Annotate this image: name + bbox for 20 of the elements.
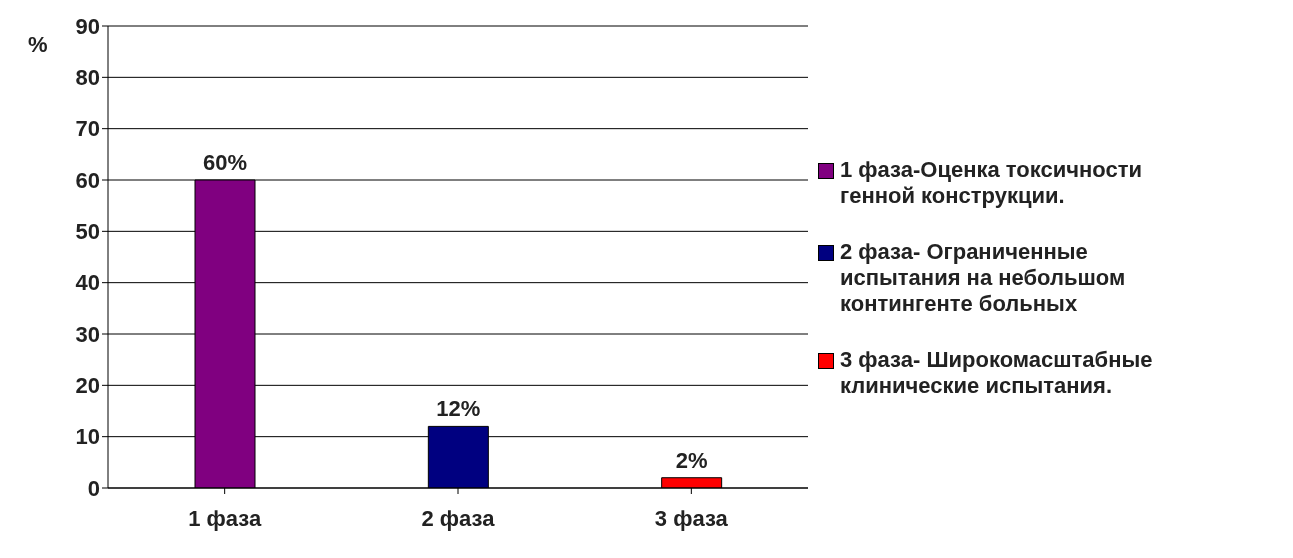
y-tick-label: 0 xyxy=(87,475,100,501)
y-tick-label: 20 xyxy=(75,373,100,399)
y-tick-label: 50 xyxy=(75,219,100,245)
x-tick-label: 1 фаза xyxy=(188,505,262,531)
y-tick-label: 90 xyxy=(75,13,100,39)
data-label: 2% xyxy=(675,447,708,473)
y-tick-label: 30 xyxy=(75,321,100,347)
legend-label: 3 фаза- Широкомасштабные клинические испытания. xyxy=(840,347,1154,399)
x-tick-label: 3 фаза xyxy=(654,505,729,531)
data-label: 12% xyxy=(436,396,481,422)
data-label: 60% xyxy=(202,150,248,175)
y-tick-label: 40 xyxy=(75,270,100,296)
legend-label: 1 фаза-Оценка токсичности генной конструкции. xyxy=(840,157,1143,209)
y-tick-label: 60 xyxy=(75,167,100,193)
y-axis-title: % xyxy=(28,31,48,57)
x-tick-label: 2 фаза xyxy=(421,505,496,531)
y-tick-label: 70 xyxy=(75,116,100,142)
y-tick-label: 10 xyxy=(75,424,100,450)
legend-label: 2 фаза- Ограниченные испытания на небольшом контингенте больных xyxy=(840,239,1127,317)
y-tick-label: 80 xyxy=(75,65,100,91)
